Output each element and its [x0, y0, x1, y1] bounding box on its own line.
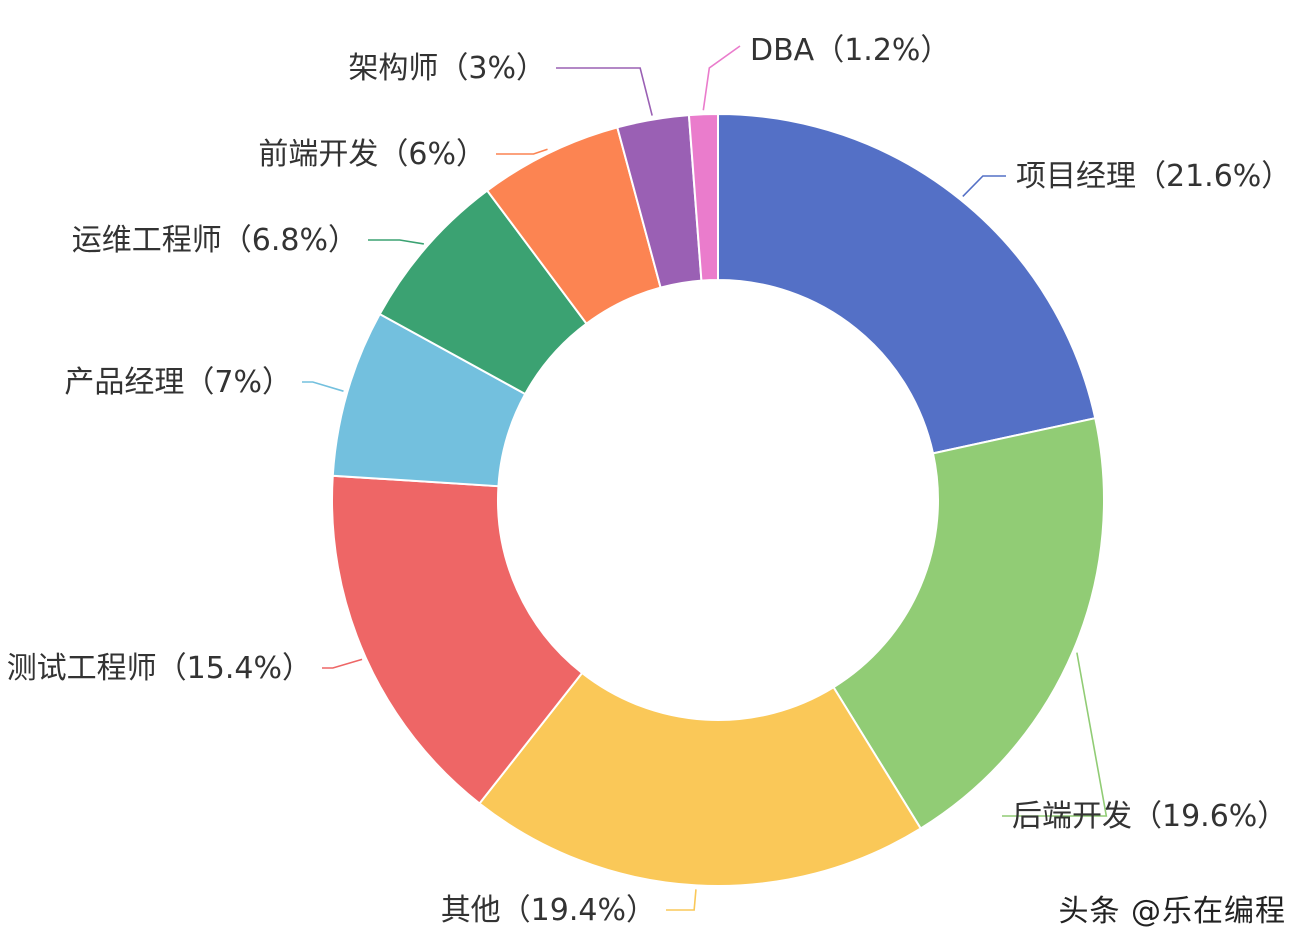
leader-lines-layer [302, 45, 1108, 911]
donut-slice-4 [331, 474, 584, 805]
leader-line-6 [368, 239, 424, 245]
donut-slice-3 [478, 671, 923, 887]
leader-line-3 [666, 889, 697, 911]
donut-slice-2 [832, 416, 1105, 830]
leader-line-4 [322, 658, 363, 669]
slice-label-6: 运维工程师（6.8%） [72, 223, 358, 258]
slice-label-1: 项目经理（21.6%） [1016, 159, 1291, 194]
leader-line-7 [496, 148, 548, 155]
slice-label-8: 架构师（3%） [348, 51, 546, 86]
slice-label-5: 产品经理（7%） [64, 365, 292, 400]
slice-label-3: 其他（19.4%） [441, 893, 656, 928]
leader-line-8 [556, 67, 653, 116]
slice-label-7: 前端开发（6%） [258, 137, 486, 172]
donut-slice-9 [687, 112, 719, 282]
leader-line-1 [962, 175, 1006, 197]
donut-slice-1 [717, 112, 1097, 455]
slice-label-9: DBA（1.2%） [750, 33, 950, 68]
leader-line-5 [302, 381, 344, 392]
leader-line-2 [1002, 652, 1108, 817]
watermark: 头条 @乐在编程 [1058, 894, 1286, 929]
labels-layer: 项目经理（21.6%） 后端开发（19.6%） 其他（19.4%） 测试工程师（15.… [7, 33, 1292, 928]
slices-layer [331, 112, 1105, 887]
leader-line-9 [702, 45, 741, 111]
slice-label-4: 测试工程师（15.4%） [7, 651, 312, 686]
slice-label-2: 后端开发（19.6%） [1012, 799, 1287, 834]
